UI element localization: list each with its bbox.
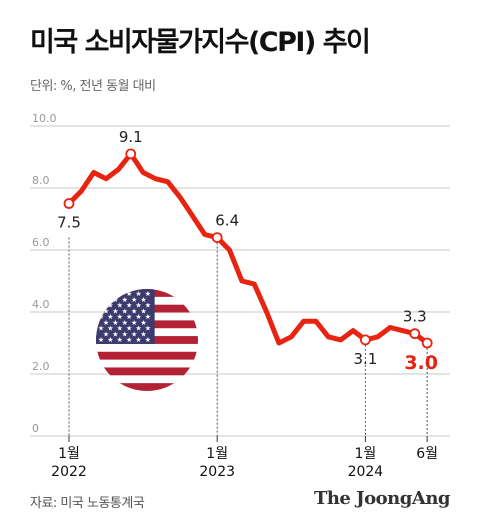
data-label: 3.0 (404, 352, 438, 374)
data-point (125, 148, 137, 160)
flag-star: ★ (98, 302, 104, 310)
flag-star: ★ (117, 336, 123, 344)
flag-star: ★ (117, 302, 123, 310)
flag-star: ★ (131, 296, 137, 304)
flag-star: ★ (98, 290, 104, 298)
flag-star: ★ (107, 290, 113, 298)
flag-star: ★ (112, 307, 118, 315)
unit-note: 단위: %, 전년 동월 대비 (30, 79, 156, 94)
flag-star: ★ (131, 330, 137, 338)
flag-star: ★ (140, 319, 146, 327)
x-tick-month: 1월 (206, 446, 228, 462)
y-tick-label: 2.0 (32, 360, 50, 373)
flag-star: ★ (122, 319, 128, 327)
data-label: 3.3 (403, 308, 427, 326)
y-tick-label: 6.0 (32, 236, 50, 249)
us-flag-icon: ★ ★ ★ ★ ★ ★★ ★ ★ ★ ★★ ★ ★ ★ ★ ★★ ★ ★ ★ ★★ ★ ★ ★ ★ ★★ ★ ★ ★ ★★ ★ ★ ★ ★ ★★… (96, 289, 198, 391)
flag-star: ★ (112, 330, 118, 338)
flag-star: ★ (117, 313, 123, 321)
flag-stripe (96, 375, 198, 384)
flag-stripe (96, 351, 198, 361)
flag-star: ★ (145, 290, 151, 298)
flag-star: ★ (103, 319, 109, 327)
flag-star: ★ (135, 325, 141, 333)
flag-star: ★ (122, 296, 128, 304)
flag-star: ★ (98, 336, 104, 344)
flag-star: ★ (107, 302, 113, 310)
flag-star: ★ (112, 319, 118, 327)
flag-stripe (96, 367, 198, 376)
flag-star: ★ (107, 313, 113, 321)
data-point (421, 337, 433, 349)
y-tick-label: 0 (32, 422, 39, 435)
flag-star: ★ (135, 313, 141, 321)
data-label: 6.4 (215, 212, 239, 230)
y-tick-label: 4.0 (32, 298, 50, 311)
flag-star: ★ (103, 330, 109, 338)
flag-star: ★ (117, 325, 123, 333)
flag-star: ★ (131, 319, 137, 327)
x-tick-year: 2024 (348, 464, 384, 480)
brand-logo: The JoongAng (313, 488, 451, 509)
x-tick-year: 2022 (51, 464, 87, 480)
x-tick-year: 2023 (199, 464, 235, 480)
flag-star: ★ (126, 313, 132, 321)
x-tick-month: 6월 (416, 446, 438, 462)
x-tick-month: 1월 (58, 446, 80, 462)
data-point (359, 334, 371, 346)
flag-star: ★ (126, 325, 132, 333)
data-point (409, 328, 421, 340)
flag-star: ★ (126, 290, 132, 298)
flag-star: ★ (145, 302, 151, 310)
x-tick-month: 1월 (355, 446, 377, 462)
chart-title: 미국 소비자물가지수(CPI) 추이 (30, 27, 371, 58)
flag-star: ★ (122, 307, 128, 315)
y-tick-label: 8.0 (32, 174, 50, 187)
flag-star: ★ (140, 296, 146, 304)
data-label: 3.1 (353, 350, 377, 368)
flag-star: ★ (107, 336, 113, 344)
flag-star: ★ (140, 330, 146, 338)
data-label: 7.5 (57, 214, 81, 232)
y-tick-label: 10.0 (32, 112, 57, 125)
flag-star: ★ (145, 336, 151, 344)
flag-star: ★ (145, 325, 151, 333)
data-point (211, 232, 223, 244)
flag-star: ★ (135, 336, 141, 344)
flag-star: ★ (126, 302, 132, 310)
flag-star: ★ (103, 307, 109, 315)
flag-star: ★ (135, 302, 141, 310)
flag-star: ★ (135, 290, 141, 298)
flag-star: ★ (126, 336, 132, 344)
flag-star: ★ (131, 307, 137, 315)
data-label: 9.1 (119, 128, 143, 146)
flag-star: ★ (107, 325, 113, 333)
flag-star: ★ (98, 325, 104, 333)
flag-star: ★ (145, 313, 151, 321)
data-point (63, 198, 75, 209)
source-note: 자료: 미국 노동통계국 (30, 496, 145, 511)
flag-star: ★ (103, 296, 109, 304)
flag-stripe (96, 383, 198, 391)
flag-stripe (96, 359, 198, 368)
flag-star: ★ (122, 330, 128, 338)
flag-star: ★ (140, 307, 146, 315)
flag-stripe (96, 343, 198, 353)
